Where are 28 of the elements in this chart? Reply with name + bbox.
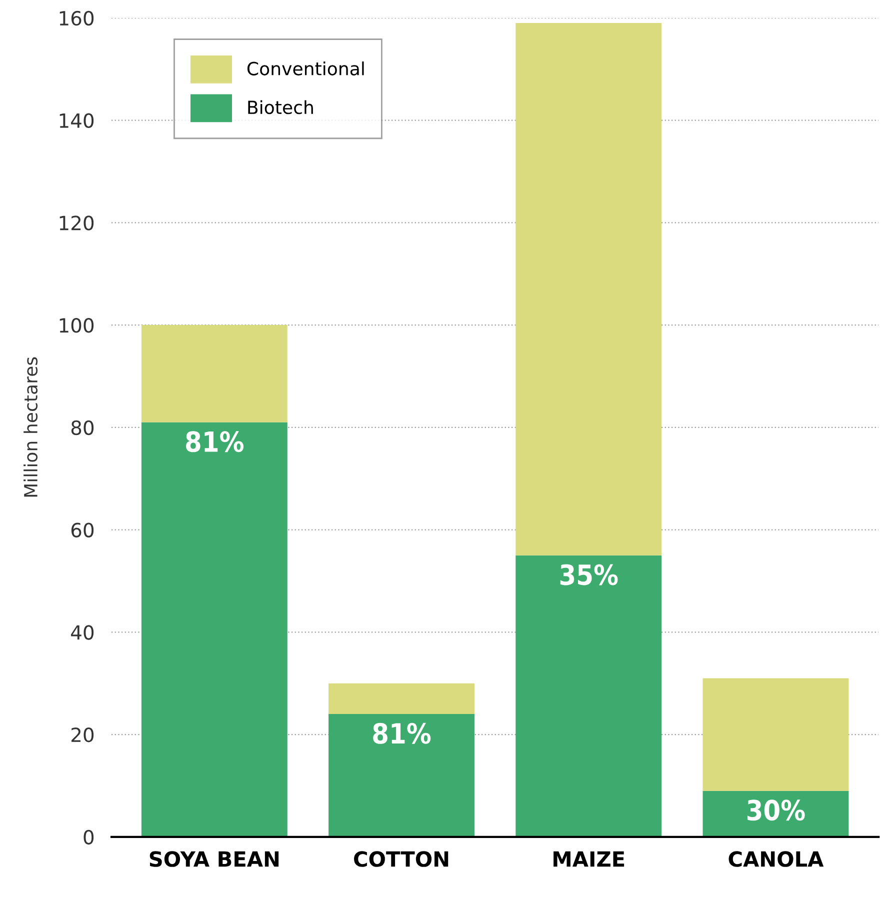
legend-label: Conventional <box>247 61 364 76</box>
y-tick-label: 80 <box>71 420 94 436</box>
y-tick-label: 60 <box>71 522 94 538</box>
y-tick-label: 40 <box>71 625 94 640</box>
y-tick-label: 0 <box>84 830 94 845</box>
y-tick-label: 100 <box>60 318 94 333</box>
annotation: 30% <box>747 800 805 821</box>
bar <box>141 325 288 422</box>
bar <box>328 714 474 837</box>
y-tick-label: 120 <box>60 216 94 230</box>
y-axis-title: Million hectares <box>24 357 38 497</box>
x-tick-label: COTTON <box>354 851 448 867</box>
x-tick-label: SOYA BEAN <box>150 851 279 867</box>
y-tick-label: 140 <box>60 113 94 128</box>
x-tick-label: MAIZE <box>554 851 624 867</box>
bar <box>141 422 288 837</box>
x-tick-label: CANOLA <box>728 851 824 867</box>
bar <box>702 790 849 837</box>
annotation: 35% <box>560 564 618 586</box>
annotation: 81% <box>373 722 431 744</box>
legend-label: Biotech <box>248 100 313 114</box>
y-tick-label: 20 <box>72 727 94 742</box>
y-tick-label: 160 <box>60 10 94 26</box>
bar <box>328 683 474 714</box>
bar <box>516 23 662 556</box>
bar <box>516 555 662 837</box>
annotation: 81% <box>186 431 244 452</box>
bar <box>702 678 849 791</box>
